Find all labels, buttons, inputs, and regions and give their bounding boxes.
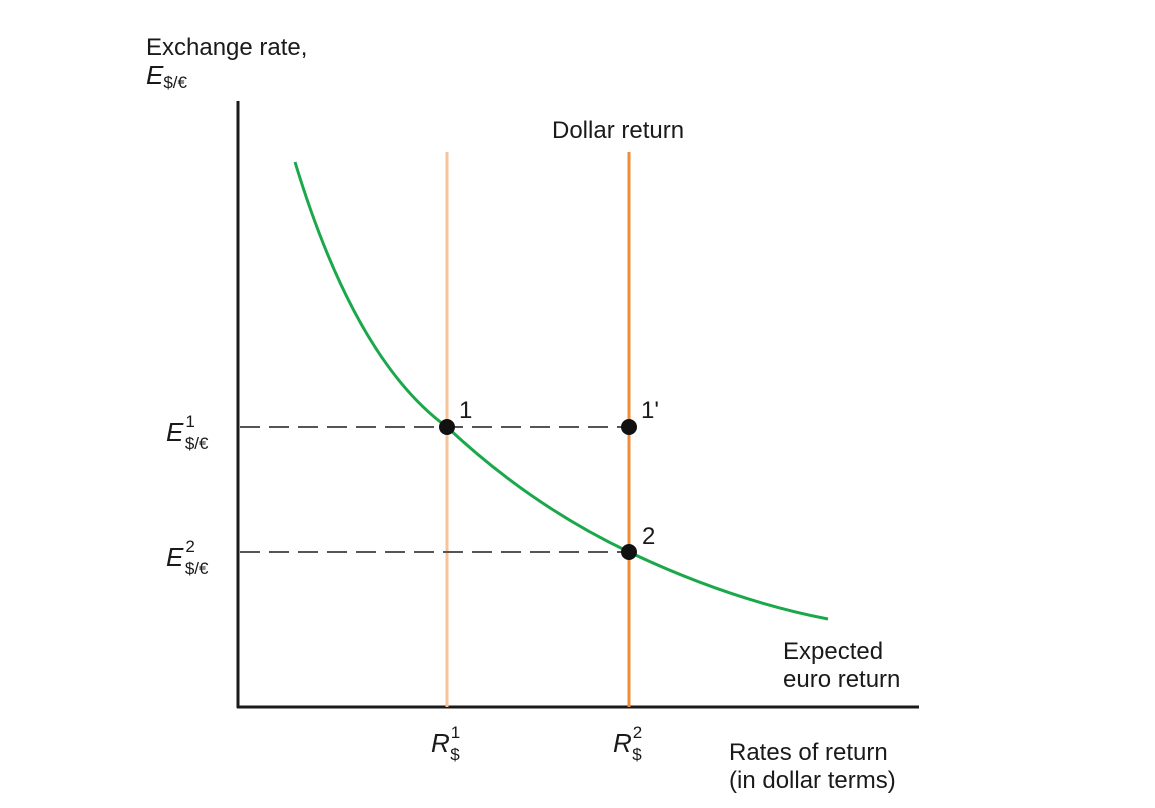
x-tick-r1: R1 $ (431, 723, 460, 764)
point-1-prime-label: 1' (641, 397, 659, 424)
y-tick-e2: E 2 $/€ (166, 537, 209, 578)
x-axis-title-line2: (in dollar terms) (729, 767, 896, 794)
point-1 (439, 419, 455, 435)
dollar-return-label: Dollar return (552, 117, 684, 144)
x-axis-title-line1: Rates of return (729, 739, 888, 766)
expected-euro-return-curve (293, 161, 829, 621)
point-2 (621, 544, 637, 560)
y-axis-title: Exchange rate, (146, 34, 307, 61)
x-tick-r2: R2 $ (613, 723, 642, 764)
euro-return-label-line1: Expected (783, 638, 883, 665)
point-1-prime (621, 419, 637, 435)
point-2-label: 2 (642, 523, 655, 550)
y-tick-e1: E 1 $/€ (166, 412, 209, 453)
y-axis-symbol: E$/€ (146, 60, 188, 92)
point-1-label: 1 (459, 397, 472, 424)
euro-return-label-line2: euro return (783, 666, 900, 693)
